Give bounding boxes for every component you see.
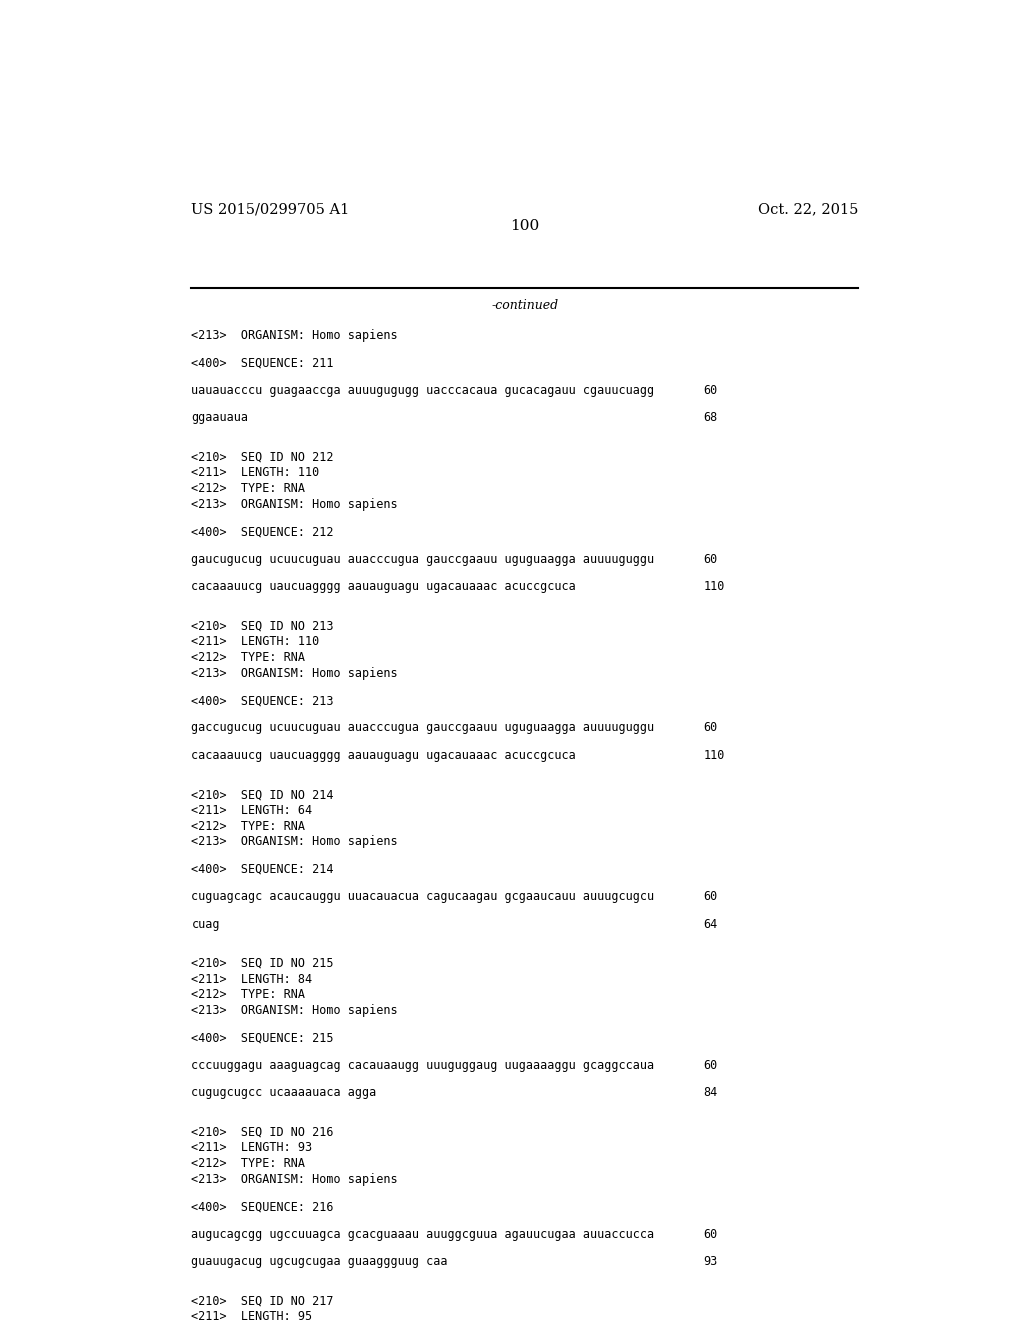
Text: <400>  SEQUENCE: 211: <400> SEQUENCE: 211 (191, 356, 334, 370)
Text: <212>  TYPE: RNA: <212> TYPE: RNA (191, 989, 305, 1002)
Text: <213>  ORGANISM: Homo sapiens: <213> ORGANISM: Homo sapiens (191, 1005, 398, 1016)
Text: <211>  LENGTH: 93: <211> LENGTH: 93 (191, 1142, 312, 1154)
Text: 60: 60 (703, 1228, 718, 1241)
Text: <212>  TYPE: RNA: <212> TYPE: RNA (191, 482, 305, 495)
Text: 60: 60 (703, 890, 718, 903)
Text: <210>  SEQ ID NO 217: <210> SEQ ID NO 217 (191, 1294, 334, 1307)
Text: <211>  LENGTH: 84: <211> LENGTH: 84 (191, 973, 312, 986)
Text: 60: 60 (703, 384, 718, 397)
Text: 100: 100 (510, 219, 540, 234)
Text: <212>  TYPE: RNA: <212> TYPE: RNA (191, 820, 305, 833)
Text: US 2015/0299705 A1: US 2015/0299705 A1 (191, 202, 350, 216)
Text: <212>  TYPE: RNA: <212> TYPE: RNA (191, 651, 305, 664)
Text: <211>  LENGTH: 64: <211> LENGTH: 64 (191, 804, 312, 817)
Text: <210>  SEQ ID NO 213: <210> SEQ ID NO 213 (191, 619, 334, 632)
Text: gaucugucug ucuucuguau auacccugua gauccgaauu uguguaagga auuuuguggu: gaucugucug ucuucuguau auacccugua gauccga… (191, 553, 654, 566)
Text: <213>  ORGANISM: Homo sapiens: <213> ORGANISM: Homo sapiens (191, 329, 398, 342)
Text: uauauacccu guagaaccga auuugugugg uacccacaua gucacagauu cgauucuagg: uauauacccu guagaaccga auuugugugg uacccac… (191, 384, 654, 397)
Text: <400>  SEQUENCE: 214: <400> SEQUENCE: 214 (191, 863, 334, 875)
Text: <400>  SEQUENCE: 213: <400> SEQUENCE: 213 (191, 694, 334, 708)
Text: guauugacug ugcugcugaa guaaggguug caa: guauugacug ugcugcugaa guaaggguug caa (191, 1255, 447, 1269)
Text: 110: 110 (703, 748, 725, 762)
Text: cugugcugcc ucaaaauaca agga: cugugcugcc ucaaaauaca agga (191, 1086, 377, 1100)
Text: cacaaauucg uaucuagggg aauauguagu ugacauaaac acuccgcuca: cacaaauucg uaucuagggg aauauguagu ugacaua… (191, 748, 577, 762)
Text: augucagcgg ugccuuagca gcacguaaau auuggcguua agauucugaa auuaccucca: augucagcgg ugccuuagca gcacguaaau auuggcg… (191, 1228, 654, 1241)
Text: <211>  LENGTH: 95: <211> LENGTH: 95 (191, 1309, 312, 1320)
Text: <210>  SEQ ID NO 214: <210> SEQ ID NO 214 (191, 788, 334, 801)
Text: ggaauaua: ggaauaua (191, 412, 249, 425)
Text: <213>  ORGANISM: Homo sapiens: <213> ORGANISM: Homo sapiens (191, 498, 398, 511)
Text: <213>  ORGANISM: Homo sapiens: <213> ORGANISM: Homo sapiens (191, 667, 398, 680)
Text: <210>  SEQ ID NO 212: <210> SEQ ID NO 212 (191, 450, 334, 463)
Text: <211>  LENGTH: 110: <211> LENGTH: 110 (191, 466, 319, 479)
Text: <213>  ORGANISM: Homo sapiens: <213> ORGANISM: Homo sapiens (191, 1172, 398, 1185)
Text: cuag: cuag (191, 917, 220, 931)
Text: cuguagcagc acaucauggu uuacauacua cagucaagau gcgaaucauu auuugcugcu: cuguagcagc acaucauggu uuacauacua cagucaa… (191, 890, 654, 903)
Text: 60: 60 (703, 1059, 718, 1072)
Text: 60: 60 (703, 722, 718, 734)
Text: gaccugucug ucuucuguau auacccugua gauccgaauu uguguaagga auuuuguggu: gaccugucug ucuucuguau auacccugua gauccga… (191, 722, 654, 734)
Text: -continued: -continued (492, 298, 558, 312)
Text: 60: 60 (703, 553, 718, 566)
Text: <400>  SEQUENCE: 216: <400> SEQUENCE: 216 (191, 1200, 334, 1213)
Text: 93: 93 (703, 1255, 718, 1269)
Text: 110: 110 (703, 581, 725, 593)
Text: cccuuggagu aaaguagcag cacauaaugg uuuguggaug uugaaaaggu gcaggccaua: cccuuggagu aaaguagcag cacauaaugg uuugugg… (191, 1059, 654, 1072)
Text: 84: 84 (703, 1086, 718, 1100)
Text: Oct. 22, 2015: Oct. 22, 2015 (758, 202, 858, 216)
Text: 64: 64 (703, 917, 718, 931)
Text: <213>  ORGANISM: Homo sapiens: <213> ORGANISM: Homo sapiens (191, 836, 398, 849)
Text: <211>  LENGTH: 110: <211> LENGTH: 110 (191, 635, 319, 648)
Text: <400>  SEQUENCE: 212: <400> SEQUENCE: 212 (191, 525, 334, 539)
Text: <210>  SEQ ID NO 216: <210> SEQ ID NO 216 (191, 1126, 334, 1139)
Text: <400>  SEQUENCE: 215: <400> SEQUENCE: 215 (191, 1031, 334, 1044)
Text: <210>  SEQ ID NO 215: <210> SEQ ID NO 215 (191, 957, 334, 970)
Text: <212>  TYPE: RNA: <212> TYPE: RNA (191, 1158, 305, 1170)
Text: 68: 68 (703, 412, 718, 425)
Text: cacaaauucg uaucuagggg aauauguagu ugacauaaac acuccgcuca: cacaaauucg uaucuagggg aauauguagu ugacaua… (191, 581, 577, 593)
